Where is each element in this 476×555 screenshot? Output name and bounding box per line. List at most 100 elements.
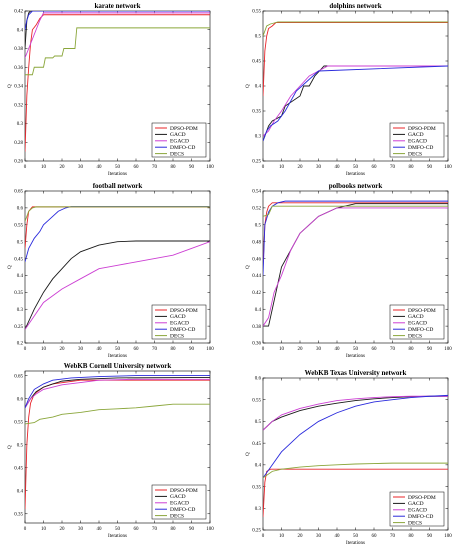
y-axis-label: Q: [8, 84, 13, 88]
legend-label: DMFO-CD: [408, 327, 433, 333]
x-tick-label: 80: [171, 165, 177, 170]
y-tick-label: 0.34: [14, 85, 23, 90]
y-tick-label: 0.45: [252, 442, 261, 447]
y-axis-label: Q: [8, 265, 13, 269]
x-tick-label: 80: [409, 347, 415, 352]
x-tick-label: 70: [152, 527, 158, 532]
y-tick-label: 0.55: [252, 398, 261, 403]
x-tick-label: 90: [189, 165, 195, 170]
x-axis-label: Iterations: [108, 172, 127, 177]
chart-panel-2: dolphins network 0.25 0.3 0.35 0.4 0.45 0.5 0.5…: [246, 2, 452, 177]
y-tick-label: 0.48: [252, 240, 261, 245]
y-tick-label: 0.6: [17, 397, 24, 402]
y-tick-label: 0.65: [14, 190, 23, 195]
legend-box: [389, 122, 445, 158]
series-line-egacd: [25, 378, 210, 409]
x-tick-label: 50: [115, 165, 121, 170]
y-tick-label: 0.38: [252, 325, 261, 330]
legend-label: EGACD: [170, 321, 189, 327]
legend-box: [151, 484, 207, 520]
x-tick-label: 100: [206, 165, 214, 170]
x-tick-label: 0: [262, 534, 265, 539]
x-tick-label: 40: [97, 527, 103, 532]
x-tick-label: 0: [262, 347, 265, 352]
x-tick-label: 40: [335, 347, 341, 352]
y-tick-label: 0.4: [17, 489, 24, 494]
series-line-decs: [25, 206, 210, 222]
series-line-egacd: [25, 12, 210, 59]
y-tick-label: 0.55: [14, 420, 23, 425]
x-tick-label: 60: [372, 534, 378, 539]
x-axis-label: Iterations: [346, 354, 365, 359]
chart-panel-1: karate network 0.26 0.28 0.3 0.32 0.34 0.36 0.3…: [8, 2, 214, 177]
series-line-dmfo-cd: [25, 375, 210, 409]
x-tick-label: 70: [152, 165, 158, 170]
series-line-egacd: [263, 395, 448, 431]
x-tick-label: 10: [279, 165, 285, 170]
y-tick-label: 0.44: [252, 274, 261, 279]
y-tick-label: 0.5: [255, 420, 262, 425]
chart-title: WebKB Cornell University network: [64, 362, 172, 370]
y-axis-label: Q: [246, 84, 251, 88]
y-tick-label: 0.3: [17, 122, 24, 127]
x-tick-label: 60: [372, 347, 378, 352]
y-tick-label: 0.35: [14, 512, 23, 517]
x-tick-label: 0: [24, 347, 27, 352]
x-tick-label: 90: [427, 534, 433, 539]
x-tick-label: 40: [335, 534, 341, 539]
x-tick-label: 90: [427, 165, 433, 170]
series-line-dpso-pdm: [263, 468, 448, 517]
series-line-egacd: [263, 65, 448, 137]
y-tick-label: 0.6: [255, 377, 262, 382]
x-tick-label: 80: [171, 347, 177, 352]
legend-box: [151, 304, 207, 340]
y-tick-label: 0.25: [252, 160, 261, 165]
x-tick-label: 40: [97, 165, 103, 170]
y-tick-label: 0.42: [14, 10, 23, 15]
x-tick-label: 0: [262, 165, 265, 170]
x-tick-label: 60: [372, 165, 378, 170]
legend-box: [389, 491, 445, 527]
series-line-egacd: [263, 207, 448, 327]
x-tick-label: 50: [353, 165, 359, 170]
x-tick-label: 30: [78, 165, 84, 170]
legend-label: DMFO-CD: [408, 514, 433, 520]
legend-label: DECS: [170, 513, 184, 519]
y-tick-label: 0.26: [14, 160, 23, 165]
x-tick-label: 10: [41, 347, 47, 352]
y-tick-label: 0.32: [14, 103, 23, 108]
series-group: [25, 11, 210, 152]
x-tick-label: 30: [78, 527, 84, 532]
y-tick-label: 0.2: [17, 342, 24, 347]
legend-box: [151, 122, 207, 158]
series-line-dmfo-cd: [25, 11, 210, 30]
x-tick-label: 50: [353, 534, 359, 539]
legend-label: DECS: [170, 333, 184, 339]
x-tick-label: 20: [298, 534, 304, 539]
y-tick-label: 0.25: [14, 325, 23, 330]
legend-label: GACD: [170, 132, 186, 138]
series-line-dmfo-cd: [263, 65, 448, 142]
y-tick-label: 0.54: [252, 190, 261, 195]
x-axis-label: Iterations: [108, 534, 127, 539]
series-line-egacd: [25, 241, 210, 330]
series-line-gacd: [25, 240, 210, 330]
x-tick-label: 30: [316, 347, 322, 352]
x-tick-label: 100: [206, 527, 214, 532]
x-tick-label: 0: [24, 165, 27, 170]
x-tick-label: 30: [316, 165, 322, 170]
y-axis-label: Q: [246, 265, 251, 269]
y-tick-label: 0.4: [255, 308, 262, 313]
x-tick-label: 0: [24, 527, 27, 532]
series-line-decs: [25, 27, 210, 76]
x-tick-label: 80: [409, 165, 415, 170]
chart-title: football network: [93, 182, 143, 190]
x-tick-label: 50: [115, 527, 121, 532]
x-tick-label: 90: [189, 527, 195, 532]
y-tick-label: 0.55: [14, 223, 23, 228]
y-tick-label: 0.25: [252, 529, 261, 534]
legend-label: DPSO-PDM: [170, 308, 198, 314]
x-tick-label: 20: [60, 527, 66, 532]
